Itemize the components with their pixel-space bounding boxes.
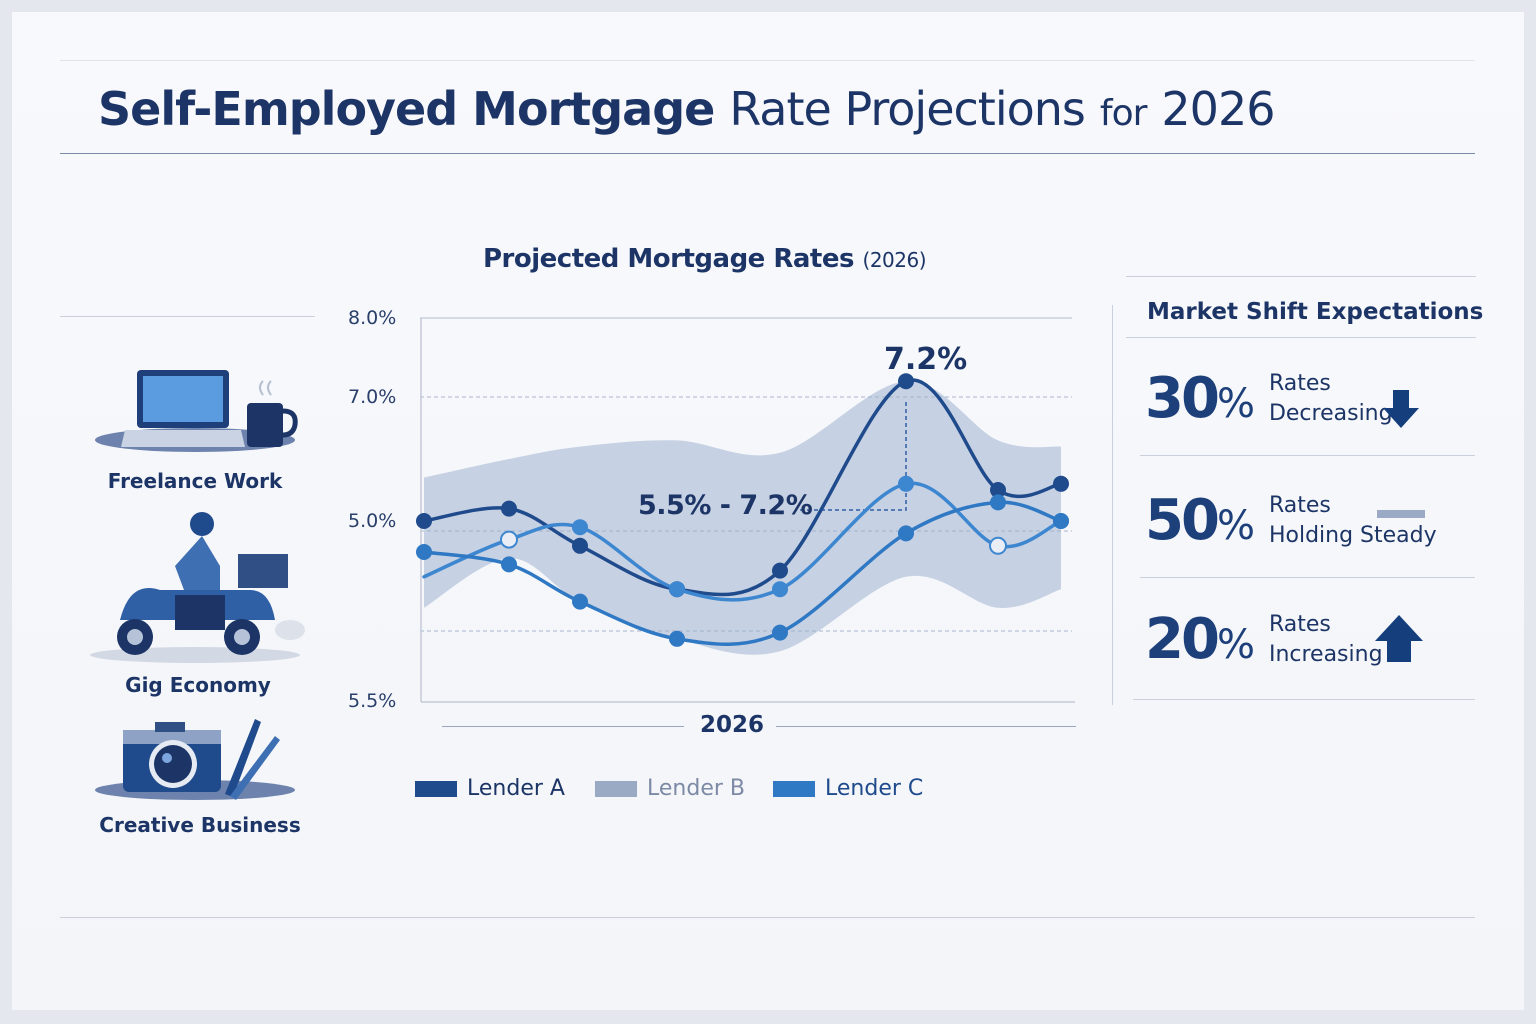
data-point — [501, 500, 517, 517]
delivery-scooter-icon — [90, 512, 305, 663]
title-year: 2026 — [1161, 82, 1275, 136]
y-tick-label: 7.0% — [348, 386, 397, 408]
series-line-lender-a — [422, 378, 1063, 597]
title-bold: Self-Employed Mortgage — [98, 82, 715, 136]
stat-percent: 30% — [1145, 366, 1255, 431]
laptop-coffee-icon — [95, 370, 298, 452]
x-axis-rule-right — [776, 726, 1076, 727]
left-rule — [60, 316, 315, 317]
legend-label: Lender C — [825, 776, 924, 801]
data-point — [989, 536, 1007, 555]
bottom-rule — [60, 917, 1475, 918]
peak-annotation: 7.2% — [884, 342, 968, 377]
stat-divider — [1133, 699, 1475, 700]
data-point — [416, 513, 432, 529]
stat-percent: 50% — [1145, 488, 1255, 553]
stat-steady: 50% Rates Holding Steady — [1145, 488, 1437, 553]
data-point — [898, 525, 914, 542]
stat-divider — [1140, 577, 1475, 578]
data-point — [572, 519, 588, 536]
arrow-down-icon — [1383, 390, 1419, 428]
panel-divider — [1112, 305, 1113, 705]
stat-divider — [1140, 455, 1475, 456]
data-point — [990, 494, 1006, 511]
data-point — [572, 593, 588, 610]
panel-rule — [1126, 337, 1476, 338]
page-title: Self-Employed Mortgage Rate Projections … — [98, 82, 1275, 136]
x-axis-rule-left — [442, 726, 684, 727]
category-label-freelance: Freelance Work — [107, 469, 283, 493]
category-label-gig: Gig Economy — [125, 673, 271, 697]
y-tick-label: 8.0% — [348, 307, 397, 329]
data-point — [772, 562, 788, 579]
title-small: for — [1099, 93, 1147, 134]
x-axis-label: 2026 — [700, 712, 765, 738]
legend-label: Lender A — [467, 776, 565, 801]
legend-item-lender-a[interactable]: Lender A — [415, 776, 565, 801]
stat-label: Rates Holding Steady — [1268, 492, 1437, 548]
range-band — [424, 381, 1061, 655]
series-line-lender-c — [422, 500, 1063, 646]
camera-brush-icon — [95, 719, 295, 800]
stat-increasing: 20% Rates Increasing — [1145, 607, 1423, 672]
data-point — [501, 556, 517, 573]
data-point — [500, 530, 518, 549]
data-point — [572, 537, 588, 554]
stat-decreasing: 30% Rates Decreasing — [1145, 366, 1419, 431]
legend-item-lender-b[interactable]: Lender B — [595, 776, 745, 801]
data-point — [772, 624, 788, 641]
data-point — [416, 544, 432, 560]
annotation-leader — [800, 400, 907, 511]
stat-label: Rates Decreasing — [1268, 370, 1393, 426]
chart-title: Projected Mortgage Rates (2026) — [483, 244, 927, 274]
top-rule — [60, 60, 1475, 61]
data-point — [1053, 513, 1069, 529]
chart-title-suffix: (2026) — [862, 248, 927, 272]
chart-title-text: Projected Mortgage Rates — [483, 244, 854, 274]
data-point — [772, 581, 788, 598]
series-line-lender-b — [422, 481, 1063, 602]
data-point — [1053, 475, 1069, 492]
panel-top-rule — [1126, 276, 1476, 277]
data-point — [669, 581, 685, 598]
legend-swatch — [415, 780, 457, 797]
y-tick-label: 5.5% — [348, 690, 397, 712]
legend-swatch — [595, 780, 637, 797]
y-tick-label: 5.0% — [348, 510, 397, 532]
market-shift-title: Market Shift Expectations — [1147, 299, 1484, 325]
data-point — [990, 482, 1006, 498]
dash-icon — [1377, 510, 1425, 518]
legend-item-lender-c[interactable]: Lender C — [773, 776, 923, 801]
title-light: Rate Projections — [729, 82, 1086, 136]
legend-swatch — [773, 780, 815, 797]
data-point — [898, 475, 914, 492]
range-annotation: 5.5% - 7.2% — [638, 490, 813, 521]
stat-percent: 20% — [1145, 607, 1255, 672]
title-underline — [60, 153, 1475, 154]
stat-label: Rates Increasing — [1268, 611, 1383, 667]
arrow-up-icon — [1375, 615, 1423, 662]
category-label-creative: Creative Business — [99, 813, 301, 837]
data-point — [898, 373, 914, 390]
legend-label: Lender B — [647, 776, 745, 801]
data-point — [669, 630, 685, 647]
